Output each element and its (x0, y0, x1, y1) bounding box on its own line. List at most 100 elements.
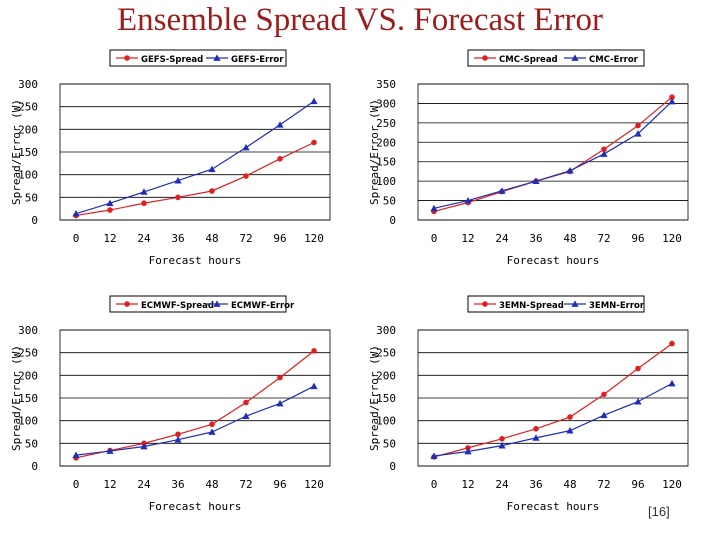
x-tick-label: 48 (563, 478, 576, 491)
series-CMC-Spread (431, 94, 675, 215)
y-tick-label: 200 (376, 136, 396, 149)
series-line (433, 96, 673, 213)
data-point (566, 427, 574, 434)
x-tick-label: 48 (205, 478, 218, 491)
y-tick-label: 0 (31, 460, 38, 473)
data-point (464, 196, 472, 204)
x-tick-label: 72 (239, 232, 252, 245)
x-tick-label: 0 (431, 232, 438, 245)
series-ECMWF-Error (72, 382, 318, 458)
data-point (141, 200, 147, 207)
series-ECMWF-Spread (73, 348, 317, 461)
y-tick-label: 300 (18, 78, 38, 91)
x-tick-label: 24 (495, 232, 509, 245)
series-3EMN-Error (430, 379, 676, 459)
x-tick-label: 72 (597, 478, 610, 491)
series-line (75, 100, 315, 215)
x-tick-label: 120 (304, 232, 324, 245)
x-tick-label: 96 (273, 232, 286, 245)
plot-frame (59, 329, 331, 467)
legend-label: ECMWF-Spread (141, 301, 214, 311)
y-tick-label: 50 (383, 195, 396, 208)
legend-marker (571, 54, 579, 61)
y-axis-label: Spread/Error (W) (10, 345, 23, 451)
data-point (567, 414, 573, 420)
data-point (498, 442, 506, 449)
data-point (634, 130, 642, 137)
legend-marker (124, 301, 130, 307)
series-GEFS-Error (72, 97, 318, 217)
data-point (140, 442, 148, 450)
y-axis-label: Spread/Error (W) (368, 99, 381, 205)
y-tick-label: 150 (376, 156, 396, 169)
x-tick-label: 96 (273, 478, 286, 491)
cmc-chart: CMC-Spread CMC-Error 0 50 100 150 200 250 300 350… (366, 46, 706, 272)
y-tick-label: 0 (389, 460, 396, 473)
y-tick-label: 250 (18, 347, 38, 360)
y-tick-label: 50 (383, 437, 396, 450)
series-line (433, 101, 673, 209)
legend-box (467, 49, 645, 67)
data-point (634, 398, 642, 405)
x-tick-label: 0 (73, 478, 80, 491)
x-tick-label: 12 (103, 232, 116, 245)
data-point (140, 188, 148, 195)
gefs-chart: GEFS-Spread GEFS-Error 0 50 100 150 200 250 300 0… (8, 46, 348, 272)
data-point (600, 150, 608, 157)
legend-box (467, 295, 645, 313)
data-point (72, 451, 80, 458)
x-tick-label: 12 (461, 478, 474, 491)
slide-title: Ensemble Spread VS. Forecast Error (116, 2, 604, 38)
chart-svg: CMC-Spread CMC-Error 0 50 100 150 200 250 300 350… (368, 49, 689, 267)
x-axis-label: Forecast hours (149, 500, 242, 513)
series-line (75, 385, 315, 456)
data-point (600, 411, 608, 419)
x-tick-label: 48 (205, 232, 218, 245)
x-tick-label: 0 (431, 478, 438, 491)
data-point (310, 97, 318, 105)
x-tick-label: 72 (597, 232, 610, 245)
ecmwf-chart: ECMWF-Spread ECMWF-Error 0 50 100 150 200 250 30… (8, 292, 348, 518)
data-point (311, 348, 317, 354)
data-point (277, 374, 283, 381)
data-point (635, 122, 641, 129)
data-point (465, 445, 471, 451)
legend-marker (124, 55, 130, 61)
legend-label: CMC-Spread (499, 55, 558, 65)
y-tick-label: 250 (376, 117, 396, 130)
plot-frame (417, 83, 689, 221)
data-point (669, 340, 675, 347)
legend-marker (213, 54, 221, 61)
data-point (532, 434, 540, 441)
y-tick-label: 200 (376, 369, 396, 382)
legend-marker (482, 55, 488, 61)
x-tick-label: 36 (529, 478, 542, 491)
data-point (601, 391, 607, 398)
x-tick-label: 72 (239, 478, 252, 491)
series-line (75, 141, 315, 217)
x-tick-label: 36 (171, 232, 184, 245)
data-point (243, 399, 249, 406)
legend-box (109, 295, 287, 313)
x-tick-label: 120 (304, 478, 324, 491)
data-point (174, 436, 182, 443)
legend-box (109, 49, 287, 67)
data-point (533, 426, 539, 432)
x-tick-label: 120 (662, 478, 682, 491)
y-tick-label: 250 (18, 101, 38, 114)
legend: 3EMN-Spread 3EMN-Error (467, 295, 645, 313)
series-line (433, 343, 673, 458)
data-point (174, 176, 182, 184)
y-tick-label: 200 (18, 123, 38, 136)
data-point (107, 207, 113, 213)
x-tick-label: 12 (461, 232, 474, 245)
y-tick-label: 100 (18, 169, 38, 182)
data-point (209, 421, 215, 428)
data-point (669, 94, 675, 101)
data-point (276, 399, 284, 407)
data-point (72, 210, 80, 217)
data-point (208, 165, 216, 173)
data-point (310, 382, 318, 390)
y-tick-label: 150 (18, 392, 38, 405)
y-tick-label: 0 (31, 214, 38, 227)
